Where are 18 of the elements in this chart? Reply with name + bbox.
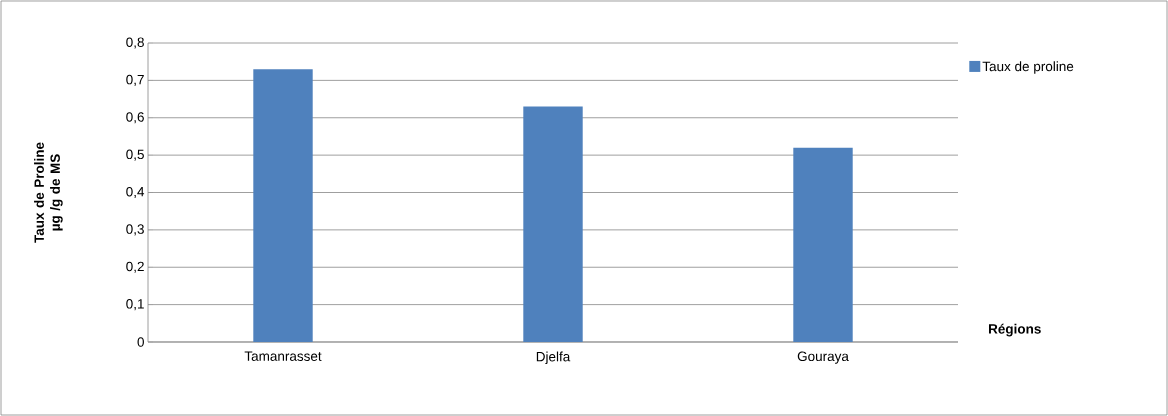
y-tick-label: 0: [137, 337, 144, 347]
y-tick-label: 0,7: [126, 74, 144, 86]
bar: [253, 69, 313, 342]
x-tick-label: Djelfa: [536, 351, 571, 365]
x-tick-label: Gouraya: [797, 351, 849, 364]
bar: [523, 106, 583, 342]
y-tick-label: 0,4: [126, 186, 145, 199]
y-axis-title: Taux de Proline µg /g de MS: [34, 142, 63, 243]
x-tick-label: Tamanrasset: [244, 351, 322, 361]
y-tick-label: 0,8: [126, 37, 144, 49]
y-tick-label: 0,2: [126, 261, 144, 273]
y-tick-label: 0,5: [126, 149, 144, 161]
y-tick-label: 0,1: [126, 299, 144, 311]
y-tick-label: 0,6: [126, 112, 144, 124]
bar: [793, 147, 853, 342]
x-axis-title: Régions: [988, 323, 1041, 337]
y-tick-label: 0,3: [126, 224, 144, 236]
legend-label: Taux de proline: [982, 61, 1074, 74]
